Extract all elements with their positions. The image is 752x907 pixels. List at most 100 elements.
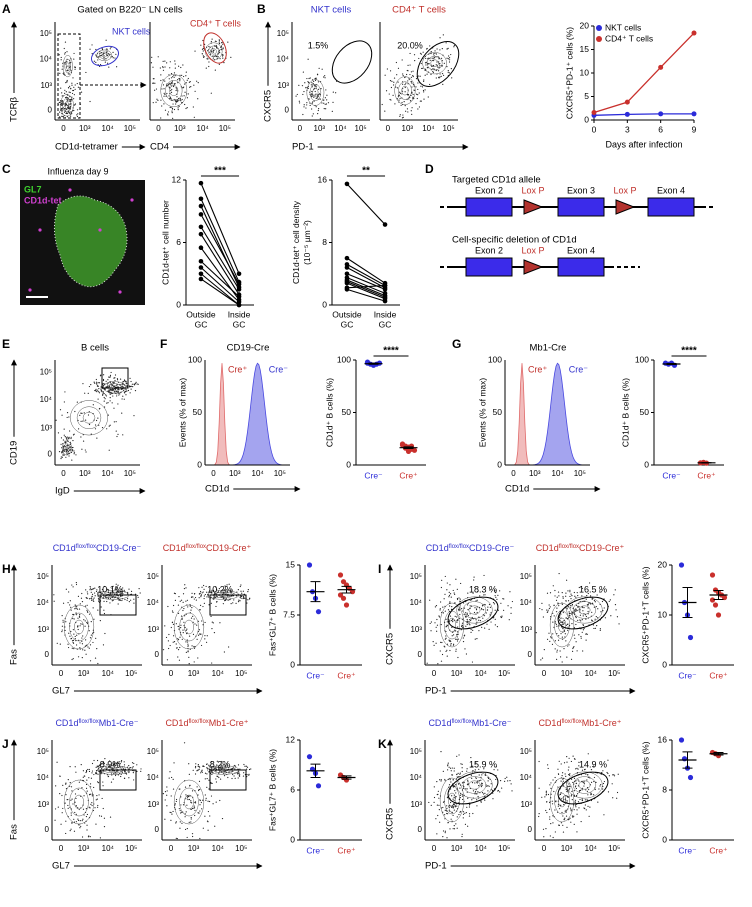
flow-event	[91, 804, 93, 807]
flow-event	[458, 597, 460, 599]
data-point	[198, 203, 204, 209]
flow-event	[597, 608, 599, 610]
flow-event	[120, 589, 123, 591]
flow-event	[62, 621, 64, 623]
x-tick-label: 10⁴	[422, 124, 435, 133]
flow-event	[184, 615, 186, 617]
flow-event	[61, 794, 63, 797]
flow-event	[103, 600, 105, 602]
flow-event	[545, 809, 547, 812]
heading-part: CD19-Cre⁺	[579, 543, 625, 553]
flow-event	[112, 384, 114, 386]
flow-event	[83, 619, 85, 621]
flow-event	[207, 829, 209, 831]
flow-event	[239, 585, 241, 588]
data-point	[624, 99, 630, 105]
flow-event	[388, 93, 390, 95]
flow-event	[450, 53, 452, 56]
flow-event	[205, 67, 207, 69]
flow-event	[60, 87, 62, 89]
flow-event	[219, 767, 221, 769]
flow-event	[64, 92, 66, 94]
flow-event	[239, 595, 242, 597]
flow-event	[599, 590, 601, 592]
flow-event	[84, 392, 86, 394]
flow-event	[453, 825, 455, 827]
flow-event	[311, 94, 313, 96]
flow-event	[173, 72, 176, 74]
flow-contour	[468, 605, 481, 615]
flow-event	[58, 101, 60, 104]
flow-event	[248, 598, 251, 600]
flow-event	[175, 800, 177, 803]
flow-event	[441, 653, 444, 656]
flow-event	[421, 86, 424, 88]
flow-event	[81, 836, 84, 838]
flow-event	[61, 452, 63, 454]
flow-event	[577, 801, 580, 803]
flow-event	[126, 597, 129, 599]
flow-event	[448, 57, 451, 59]
flow-event	[560, 822, 562, 824]
flow-event	[115, 53, 117, 55]
x-tick-label: 0	[511, 469, 516, 478]
x-tick-label: Cre⁻	[306, 670, 325, 680]
flow-event	[210, 592, 212, 594]
flow-event	[192, 835, 194, 838]
flow-event	[65, 588, 67, 590]
x-tick-label: 10³	[78, 844, 90, 853]
flow-event	[557, 786, 559, 788]
flow-event	[69, 829, 71, 832]
flow-event	[74, 88, 76, 90]
data-point	[198, 196, 204, 202]
flow-contour	[468, 780, 481, 790]
flow-event	[201, 48, 204, 50]
flow-event	[499, 590, 501, 592]
flow-event	[183, 621, 185, 623]
legend-label: Cre⁺	[528, 364, 548, 374]
flow-event	[571, 605, 573, 607]
flow-event	[198, 789, 200, 792]
flow-event	[71, 798, 73, 800]
data-point	[198, 276, 204, 282]
flow-event	[574, 786, 577, 788]
flow-event	[314, 77, 316, 80]
flow-event	[211, 770, 213, 772]
flow-event	[72, 89, 74, 92]
flow-event	[206, 777, 208, 780]
flow-event	[75, 821, 77, 823]
flow-event	[152, 66, 154, 68]
flow-event	[182, 629, 184, 631]
flow-event	[188, 635, 191, 637]
flow-event	[546, 638, 549, 640]
flow-event	[419, 75, 421, 77]
flow-event	[452, 807, 454, 809]
flow-event	[474, 586, 476, 589]
flow-event	[561, 603, 563, 606]
flow-event	[107, 402, 109, 404]
flow-event	[600, 611, 602, 613]
flow-event	[137, 594, 139, 597]
flow-event	[64, 53, 66, 55]
flow-event	[575, 610, 577, 612]
flow-event	[444, 610, 446, 612]
flow-event	[426, 48, 428, 50]
flow-event	[204, 772, 207, 774]
flow-event	[461, 763, 463, 765]
flow-event	[428, 801, 430, 804]
flow-event	[174, 63, 176, 65]
flow-event	[66, 79, 68, 82]
flow-contour	[82, 411, 96, 424]
flow-event	[61, 812, 63, 814]
flow-event	[100, 374, 102, 376]
flow-event	[559, 650, 561, 652]
flow-event	[459, 613, 461, 616]
flow-event	[160, 99, 162, 101]
flow-event	[557, 805, 559, 807]
flow-event	[577, 768, 579, 770]
flow-event	[324, 75, 326, 77]
flow-event	[571, 815, 574, 817]
flow-event	[118, 394, 120, 396]
flow-event	[168, 74, 170, 76]
flow-event	[105, 380, 107, 382]
